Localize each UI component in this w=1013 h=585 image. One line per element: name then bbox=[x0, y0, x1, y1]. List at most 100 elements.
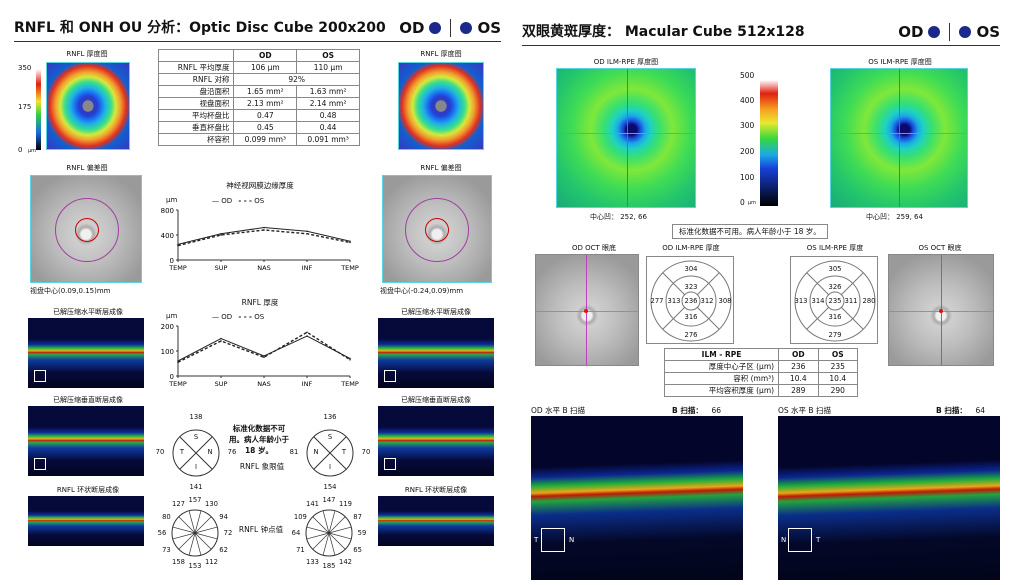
od-vert-tomogram[interactable] bbox=[28, 406, 144, 476]
chart2-x-tick: NAS bbox=[257, 380, 270, 388]
clock-os-value: 64 bbox=[291, 529, 301, 537]
clock-os-value: 142 bbox=[339, 557, 352, 566]
os-circ-tomogram[interactable] bbox=[378, 496, 494, 546]
chart1-point bbox=[349, 241, 351, 244]
os-ilm-map[interactable] bbox=[830, 68, 968, 208]
chart1-x-tick: INF bbox=[302, 264, 313, 272]
chart1-unit: μm bbox=[166, 196, 178, 204]
chart2-point bbox=[306, 335, 308, 337]
os-horiz-tomogram[interactable] bbox=[378, 318, 494, 388]
clock-od-spoke bbox=[194, 532, 212, 550]
od-deviation-map[interactable] bbox=[30, 175, 142, 283]
chart1-legend-os: OS bbox=[254, 197, 265, 205]
clock-od-value: 130 bbox=[205, 500, 218, 509]
macular-scale-300: 300 bbox=[740, 121, 755, 130]
os-fundus-center-dot bbox=[939, 309, 943, 313]
scale-0: 0 bbox=[18, 146, 23, 154]
os-dot-icon bbox=[460, 22, 473, 34]
quad-os-left: 81 bbox=[289, 448, 299, 456]
quad-od-diagram bbox=[172, 429, 220, 477]
macular-colorbar bbox=[760, 72, 778, 206]
od-ilm-hline bbox=[557, 133, 695, 134]
clock-os-value: 147 bbox=[322, 496, 336, 504]
od-circ-label: RNFL 环状断层成像 bbox=[56, 486, 120, 494]
chart1-point bbox=[220, 234, 222, 236]
quad-od-i: I bbox=[194, 463, 197, 471]
panel-divider bbox=[508, 0, 514, 585]
os-oct-fundus[interactable] bbox=[888, 254, 994, 366]
od-circ-tomogram[interactable] bbox=[28, 496, 144, 546]
eye-separator bbox=[450, 19, 452, 37]
os-grid-outer-right: 280 bbox=[862, 297, 876, 305]
od-oct-fundus[interactable] bbox=[535, 254, 639, 366]
od-vert-label: 已解压缩垂直断层成像 bbox=[53, 396, 123, 404]
chart1-x-tick: SUP bbox=[215, 264, 228, 272]
scale-unit: μm bbox=[28, 148, 37, 154]
clock-od-value: 94 bbox=[219, 512, 228, 521]
od-disc-center: 视盘中心(0.09,0.15)mm bbox=[30, 287, 111, 295]
quad-os-s: S bbox=[327, 433, 333, 441]
os-disc-center: 视盘中心(-0.24,0.09)mm bbox=[380, 287, 464, 295]
table-row: 杯容积 0.099 mm³ 0.091 mm³ bbox=[157, 133, 360, 146]
chart2-point bbox=[220, 337, 222, 340]
right-title: 双眼黄斑厚度： Macular Cube 512x128 bbox=[522, 24, 805, 40]
clock-os-value: 119 bbox=[339, 500, 352, 509]
quad-os: 136 81 70 154 S N T I bbox=[290, 413, 371, 493]
chart2-x-tick: TEMP bbox=[340, 380, 359, 388]
chart1-legend: — OD - - - OS bbox=[212, 197, 265, 205]
quad-od-n: N bbox=[207, 448, 213, 456]
quad-os-i: I bbox=[328, 463, 331, 471]
os-etdrs-grid: 305 326 313 314 235 311 280 316 279 bbox=[790, 256, 878, 344]
os-deviation-map-label: RNFL 偏差图 bbox=[420, 164, 462, 172]
od-bscan-label: OD 水平 B 扫描 bbox=[531, 406, 585, 415]
os-vert-tomogram[interactable] bbox=[378, 406, 494, 476]
clock-os-value: 65 bbox=[353, 545, 362, 554]
od-bscan[interactable]: T N bbox=[531, 416, 743, 580]
clock-os-spoke bbox=[322, 532, 330, 556]
od-fundus-center-dot bbox=[584, 309, 588, 313]
os-thickness-map[interactable] bbox=[398, 62, 484, 150]
clock-od-value: 153 bbox=[188, 562, 202, 570]
os-horiz-orient-box bbox=[384, 370, 396, 382]
ilm-table-header: ILM - RPE OD OS bbox=[663, 348, 859, 361]
table-row: 视盘面积 2.13 mm² 2.14 mm² bbox=[157, 97, 360, 110]
quad-od-s: S bbox=[193, 433, 199, 441]
chart1-x-tick: NAS bbox=[257, 264, 270, 272]
os-ilm-grid-label: OS ILM-RPE 厚度 bbox=[806, 244, 864, 252]
os-bscan[interactable]: N T bbox=[778, 416, 1000, 580]
od-grid-inner-left: 313 bbox=[667, 297, 681, 305]
chart2-x-tick: SUP bbox=[215, 380, 228, 388]
od-scan-circle bbox=[55, 198, 119, 262]
clock-od-spoke bbox=[194, 510, 202, 534]
chart1-x-tick: TEMP bbox=[168, 264, 187, 272]
clock-os-spoke bbox=[328, 532, 346, 550]
clock-os-value: 87 bbox=[353, 512, 362, 521]
os-bscan-num: 64 bbox=[975, 406, 985, 415]
clock-od-value: 72 bbox=[223, 529, 233, 537]
chart2-point bbox=[349, 357, 351, 360]
clock-os-spoke bbox=[328, 532, 352, 540]
os-deviation-map[interactable] bbox=[382, 175, 492, 283]
clock-os-diagram bbox=[305, 509, 353, 557]
quad-os-bottom: 154 bbox=[323, 483, 337, 491]
clock-label: RNFL 钟点值 bbox=[238, 525, 284, 534]
chart1-point bbox=[306, 230, 308, 233]
clock-od-value: 158 bbox=[172, 557, 185, 566]
od-etdrs-grid: 304 323 277 313 236 312 308 316 276 bbox=[646, 256, 734, 344]
clock-od-value: 112 bbox=[205, 557, 218, 566]
chart1-y-tick: 400 bbox=[161, 232, 174, 240]
right-od-label: OD bbox=[898, 23, 924, 41]
chart1-x-tick: TEMP bbox=[340, 264, 359, 272]
macular-scale-0: 0 bbox=[740, 198, 745, 207]
quad-od-left: 70 bbox=[155, 448, 165, 456]
od-thickness-map[interactable] bbox=[46, 62, 130, 150]
od-ilm-map[interactable] bbox=[556, 68, 696, 208]
os-oct-fundus-label: OS OCT 眼底 bbox=[918, 244, 962, 252]
macular-scale-100: 100 bbox=[740, 173, 755, 182]
os-grid-inner-bottom: 316 bbox=[828, 313, 842, 321]
chart2-point bbox=[177, 361, 179, 364]
quad-os-n: N bbox=[313, 448, 319, 456]
clock-od-ring bbox=[171, 509, 219, 557]
od-horiz-tomogram[interactable] bbox=[28, 318, 144, 388]
